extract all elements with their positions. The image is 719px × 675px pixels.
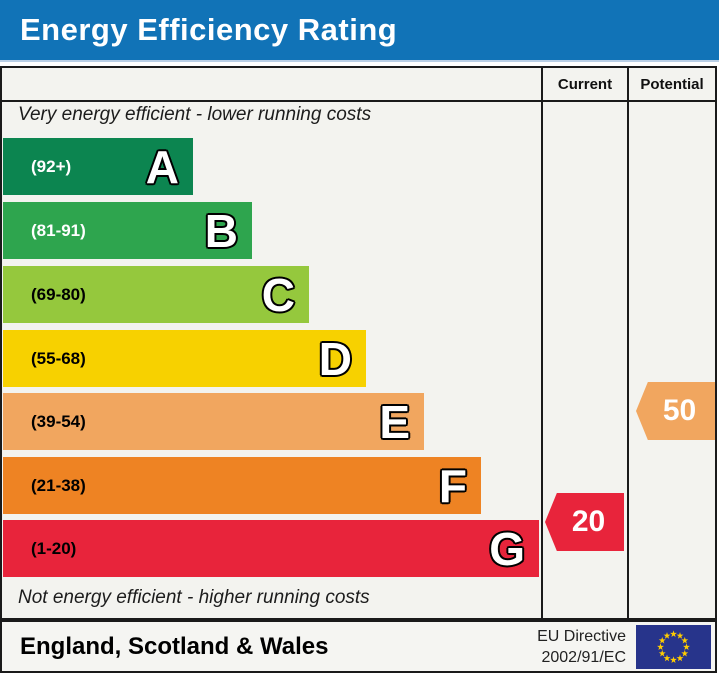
current-rating-value: 20 (571, 505, 606, 538)
band-g-range: (1-20) (31, 538, 77, 558)
eu-directive-line1: EU Directive (537, 627, 626, 645)
band-c-range: (69-80) (31, 284, 86, 304)
band-f: (21-38) F (3, 457, 481, 514)
column-divider-current (541, 68, 543, 618)
caption-not-efficient: Not energy efficient - higher running co… (18, 587, 370, 608)
band-f-range: (21-38) (31, 475, 86, 495)
eu-flag-icon (636, 624, 711, 669)
band-d-letter: D (318, 332, 352, 385)
page-title: Energy Efficiency Rating (20, 12, 398, 47)
column-header-current: Current (557, 75, 613, 93)
potential-rating-arrow: 50 (636, 382, 715, 440)
band-d: (55-68) D (3, 330, 366, 387)
title-bar: Energy Efficiency Rating (0, 0, 719, 62)
header-divider (2, 100, 715, 102)
band-c-letter: C (261, 268, 295, 321)
band-g: (1-20) G (3, 520, 539, 577)
band-b: (81-91) B (3, 202, 252, 259)
column-divider-potential (627, 68, 629, 618)
band-d-range: (55-68) (31, 348, 86, 368)
band-a-letter: A (145, 140, 179, 193)
band-b-range: (81-91) (31, 220, 86, 240)
footer-bar: England, Scotland & Wales EU Directive 2… (0, 620, 717, 673)
band-b-letter: B (204, 204, 238, 257)
caption-very-efficient: Very energy efficient - lower running co… (18, 104, 372, 125)
column-header-potential: Potential (640, 75, 704, 93)
footer-region-label: England, Scotland & Wales (20, 632, 329, 660)
band-f-letter: F (438, 459, 467, 512)
band-e: (39-54) E (3, 393, 424, 450)
band-e-range: (39-54) (31, 411, 86, 431)
eu-directive-line2: 2002/91/EC (541, 648, 626, 666)
current-rating-arrow: 20 (545, 493, 624, 551)
band-e-letter: E (379, 395, 410, 448)
rating-table: Current Potential Very energy efficient … (0, 66, 717, 620)
band-g-letter: G (489, 522, 525, 575)
eu-directive-label: EU Directive 2002/91/EC (537, 626, 636, 668)
potential-rating-value: 50 (662, 394, 697, 427)
eu-flag-stars (657, 629, 690, 663)
band-a-range: (92+) (31, 156, 72, 176)
band-a: (92+) A (3, 138, 193, 195)
band-c: (69-80) C (3, 266, 309, 323)
